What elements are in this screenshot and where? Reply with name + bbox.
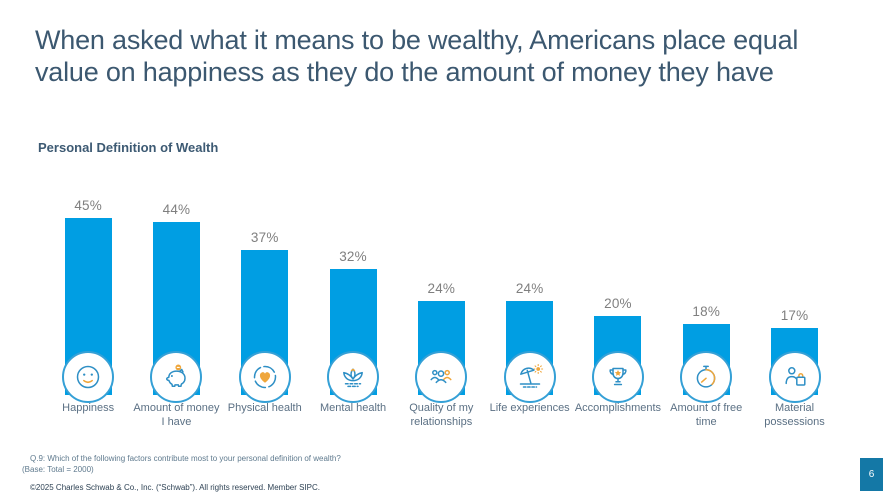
icon-circle-amount-of-money-i-have — [150, 351, 203, 403]
chart-title: Personal Definition of Wealth — [38, 140, 219, 155]
footnote-question: Q.9: Which of the following factors cont… — [30, 454, 341, 463]
chart-column-accomplishments: 20% — [574, 183, 662, 403]
value-label-physical-health: 37% — [250, 229, 279, 245]
category-labels: Happiness Amount of money I have Physical … — [44, 401, 839, 430]
shopping-bag-icon — [784, 367, 806, 386]
category-label-amount-of-money-i-have: Amount of money I have — [133, 402, 220, 429]
chart-column-material-possessions: 17% — [750, 183, 838, 403]
icon-circle-physical-health — [238, 351, 291, 403]
value-label-accomplishments: 20% — [604, 296, 632, 312]
category-label-physical-health: Physical health — [227, 402, 302, 414]
category-label-life-experiences: Life experiences — [489, 402, 570, 414]
icon-circle-amount-of-free-time — [680, 351, 733, 403]
icon-circle-life-experiences — [503, 351, 556, 403]
page-number-badge: 6 — [860, 458, 883, 491]
value-label-material-possessions: 17% — [780, 308, 809, 324]
category-label-happiness: Happiness — [62, 402, 115, 414]
category-label-mental-health: Mental health — [320, 402, 387, 414]
heart-icon — [253, 365, 276, 389]
category-label-amount-of-free-time: Amount of free time — [670, 402, 743, 429]
value-label-happiness: 45% — [74, 198, 102, 214]
icon-circle-accomplishments — [591, 351, 644, 403]
people-group-icon — [430, 369, 452, 384]
value-label-mental-health: 32% — [339, 249, 367, 265]
chart-columns: 45% 44% 37% 32% 24% 24% 20% 18% 17% — [44, 183, 839, 403]
chart-column-happiness: 45% — [44, 183, 132, 403]
copyright-text: ©2025 Charles Schwab & Co., Inc. (“Schwa… — [30, 483, 321, 492]
icon-circle-mental-health — [327, 351, 380, 403]
chart-column-amount-of-money-i-have: 44% — [132, 183, 220, 403]
icon-circle-material-possessions — [768, 351, 821, 403]
piggy-bank-icon — [166, 364, 187, 388]
footnote: Q.9: Which of the following factors cont… — [22, 454, 341, 476]
icon-circle-quality-of-my-relationships — [415, 351, 468, 403]
icon-circle-happiness — [62, 351, 115, 403]
footnote-base: (Base: Total = 2000) — [22, 464, 94, 474]
chart-column-quality-of-my-relationships: 24% — [397, 183, 485, 403]
category-label-accomplishments: Accomplishments — [574, 402, 662, 414]
beach-umbrella-icon — [519, 364, 543, 388]
trophy-icon — [609, 367, 627, 386]
chart-column-life-experiences: 24% — [485, 183, 573, 403]
slide-title: When asked what it means to be wealthy, … — [35, 25, 799, 87]
value-label-amount-of-money-i-have: 44% — [162, 202, 191, 218]
lotus-icon — [343, 368, 363, 388]
stopwatch-icon — [696, 365, 716, 388]
chart-column-mental-health: 32% — [309, 183, 397, 403]
value-label-quality-of-my-relationships: 24% — [427, 280, 456, 296]
chart-column-physical-health: 37% — [221, 183, 309, 403]
category-label-quality-of-my-relationships: Quality of my relationships — [409, 402, 474, 429]
chart-column-amount-of-free-time: 18% — [662, 183, 750, 403]
category-label-material-possessions: Material possessions — [764, 402, 825, 429]
value-label-life-experiences: 24% — [515, 280, 544, 296]
value-label-amount-of-free-time: 18% — [692, 304, 721, 320]
smiley-face-icon — [76, 365, 100, 389]
